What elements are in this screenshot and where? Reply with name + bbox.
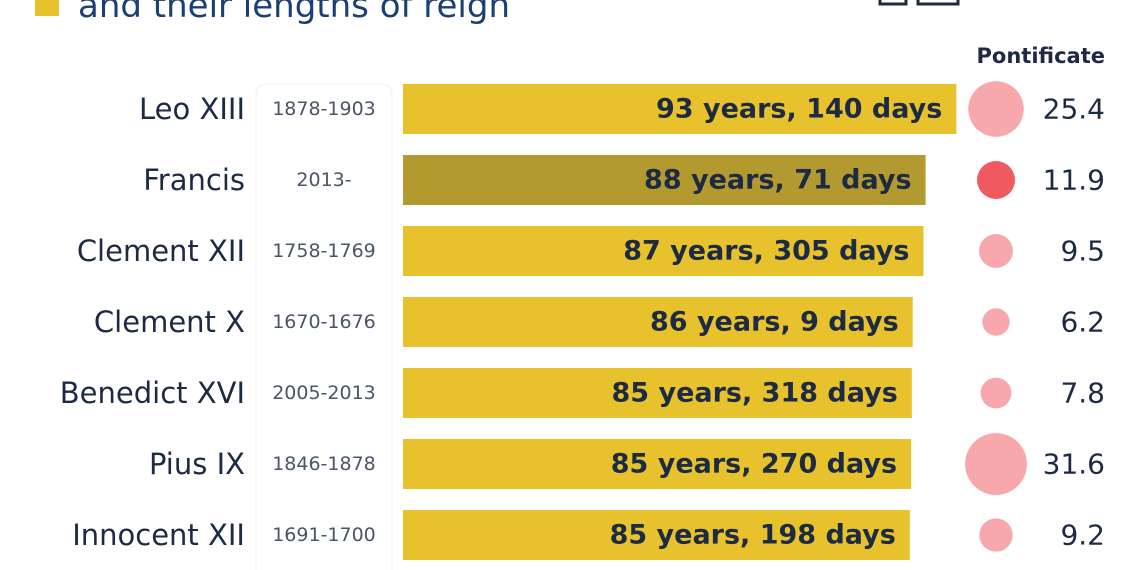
chart-title: and their lengths of reign xyxy=(78,0,510,26)
period-label: 1670-1676 xyxy=(272,311,376,333)
icon-part xyxy=(878,0,908,6)
bubble-label: 9.5 xyxy=(1060,235,1105,268)
bubble-label: 9.2 xyxy=(1060,519,1105,552)
category-label: Francis xyxy=(143,163,245,197)
period-label: 1691-1700 xyxy=(272,524,376,546)
bar xyxy=(403,84,957,134)
period-label: 2005-2013 xyxy=(272,382,376,404)
bubble xyxy=(977,161,1015,199)
category-label: Benedict XVI xyxy=(60,376,245,410)
bar xyxy=(403,226,924,276)
category-label: Innocent XII xyxy=(72,518,245,552)
period-label: 1758-1769 xyxy=(272,240,376,262)
category-label: Pius IX xyxy=(149,447,245,481)
column-header: Pontificate xyxy=(977,44,1105,68)
bubble-label: 6.2 xyxy=(1060,306,1105,339)
category-label: Leo XIII xyxy=(139,92,245,126)
bubble-label: 11.9 xyxy=(1043,164,1105,197)
bubble xyxy=(968,81,1024,137)
value-label: 93 years, 140 days xyxy=(656,94,942,125)
bar xyxy=(403,439,912,489)
bar xyxy=(403,368,912,418)
bubble xyxy=(980,377,1012,409)
bubble xyxy=(982,308,1010,336)
bubble xyxy=(979,518,1013,552)
period-label: 2013- xyxy=(296,169,351,191)
value-label: 86 years, 9 days xyxy=(650,307,899,338)
value-label: 87 years, 305 days xyxy=(623,236,909,267)
icon xyxy=(878,0,960,6)
legend-swatch xyxy=(35,0,59,16)
bubble-label: 31.6 xyxy=(1043,448,1105,481)
period-label: 1878-1903 xyxy=(272,98,376,120)
bubble-label: 7.8 xyxy=(1060,377,1105,410)
bar xyxy=(403,510,910,560)
bubble xyxy=(979,234,1013,268)
period-panel xyxy=(255,83,393,570)
value-label: 85 years, 318 days xyxy=(612,378,898,409)
bubble-label: 25.4 xyxy=(1043,93,1105,126)
bar xyxy=(403,297,913,347)
value-label: 88 years, 71 days xyxy=(644,165,912,196)
value-label: 85 years, 270 days xyxy=(611,449,897,480)
category-label: Clement XII xyxy=(77,234,245,268)
value-label: 85 years, 198 days xyxy=(610,520,896,551)
bar xyxy=(403,155,926,205)
icon-part xyxy=(916,0,960,6)
category-label: Clement X xyxy=(94,305,245,339)
period-label: 1846-1878 xyxy=(272,453,376,475)
bubble xyxy=(965,433,1027,495)
